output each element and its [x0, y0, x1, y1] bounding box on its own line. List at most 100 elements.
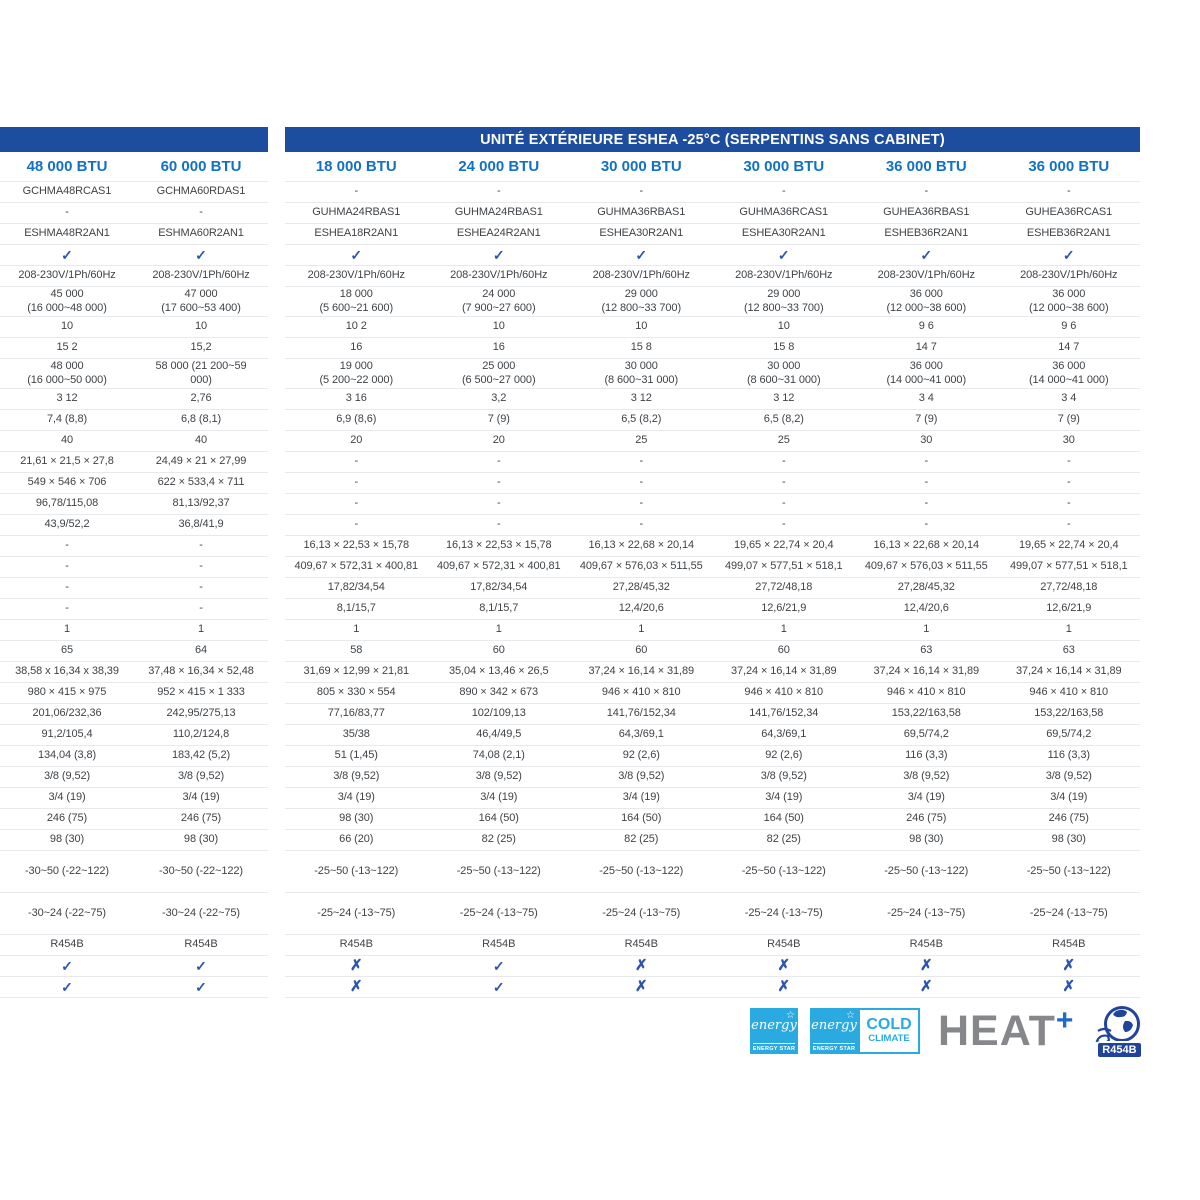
table-cell: 27,72/48,18	[755, 581, 813, 594]
table-cell: 409,67 × 572,31 × 400,81	[294, 560, 419, 573]
table-row: -30~50 (-22~122) -30~50 (-22~122) -25~50 (…	[0, 851, 1140, 893]
table-cell: GUHMA24RBAS1	[312, 206, 401, 219]
table-cell: 36 000 (12 000~38 600)	[886, 288, 967, 314]
table-cell: 24 000 BTU	[458, 157, 540, 175]
table-cell: 153,22/163,58	[1034, 707, 1104, 720]
table-cell: -	[924, 476, 929, 489]
table-cell: 12,6/21,9	[761, 602, 807, 615]
table-cell: -	[354, 518, 359, 531]
table-cell: ✓	[492, 978, 505, 995]
table-row: 65 64 58 60 60 60 63 63	[0, 641, 1140, 662]
table-cell: 499,07 × 577,51 × 518,1	[1009, 560, 1128, 573]
table-cell: ESHMA60R2AN1	[158, 227, 244, 240]
table-cell: 116 (3,3)	[1047, 749, 1090, 762]
table-cell: ✓	[195, 957, 207, 974]
table-row: 38,58 x 16,34 x 38,39 37,48 × 16,34 × 52,…	[0, 662, 1140, 683]
table-cell: 116 (3,3)	[905, 749, 948, 762]
table-row: 3 12 2,76 3 16 3,2 3 12 3 12 3 4 3 4	[0, 389, 1140, 410]
table-cell: 208-230V/1Ph/60Hz	[450, 269, 548, 282]
table-cell: 12,6/21,9	[1046, 602, 1092, 615]
table-cell: 63	[1062, 644, 1075, 657]
table-row: 96,78/115,08 81,13/92,37 - - - - - -	[0, 494, 1140, 515]
table-cell: GCHMA60RDAS1	[156, 185, 246, 198]
table-cell: 622 × 533,4 × 711	[157, 476, 245, 489]
table-row: 7,4 (8,8) 6,8 (8,1) 6,9 (8,6) 7 (9) 6,5 (8,2…	[0, 410, 1140, 431]
table-cell: -	[781, 518, 786, 531]
table-cell: 110,2/124,8	[172, 728, 230, 741]
table-cell: -	[199, 602, 203, 615]
table-cell: 91,2/105,4	[41, 728, 93, 741]
table-cell: 153,22/163,58	[891, 707, 961, 720]
table-cell: ESHMA48R2AN1	[24, 227, 110, 240]
table-cell: -	[496, 185, 501, 198]
table-cell: 3 16	[345, 392, 367, 405]
table-cell: 98 (30)	[49, 833, 85, 846]
table-header-bar: UNITÉ EXTÉRIEURE ESHEA -25°C (SERPENTINS…	[0, 127, 1140, 152]
table-cell: -	[1066, 185, 1071, 198]
table-cell: 10 2	[345, 320, 367, 333]
table-row: 134,04 (3,8) 183,42 (5,2) 51 (1,45) 74,08 (…	[0, 746, 1140, 767]
table-cell: 1	[63, 623, 71, 636]
table-cell: 164 (50)	[478, 812, 519, 825]
table-cell: -	[65, 602, 69, 615]
table-cell: -	[639, 497, 644, 510]
table-cell: 890 × 342 × 673	[459, 686, 539, 699]
table-cell: 96,78/115,08	[35, 497, 99, 510]
table-cell: 38,58 x 16,34 x 38,39	[15, 665, 119, 678]
table-cell: ✓	[777, 246, 790, 263]
table-cell: 30 000 BTU	[743, 157, 825, 175]
table-cell: 10	[635, 320, 648, 333]
btu-header-row: 48 000 BTU 60 000 BTU 18 000 BTU 24 000 BTU…	[0, 152, 1140, 182]
table-cell: 3/8 (9,52)	[618, 770, 665, 783]
table-cell: 35/38	[342, 728, 370, 741]
table-cell: 25	[777, 434, 790, 447]
table-cell: 10	[60, 320, 74, 333]
table-cell: 92 (2,6)	[765, 749, 803, 762]
table-row: R454B R454B R454B R454B R454B R454B R454B R454B	[0, 935, 1140, 956]
table-row: ✓ ✓ ✓ ✓ ✓ ✓ ✓ ✓	[0, 245, 1140, 266]
table-row: 98 (30) 98 (30) 66 (20) 82 (25) 82 (25) 82 (2…	[0, 830, 1140, 851]
table-cell: ESHEA30R2AN1	[741, 227, 826, 240]
table-cell: 48 000 (16 000~50 000)	[27, 360, 107, 386]
table-cell: 58 000 (21 200~59 000)	[155, 360, 247, 386]
table-cell: 37,24 × 16,14 × 31,89	[730, 665, 837, 678]
table-cell: 6,9 (8,6)	[336, 413, 377, 426]
table-row: 3/8 (9,52) 3/8 (9,52) 3/8 (9,52) 3/8 (9,52)…	[0, 767, 1140, 788]
heat-text: HEAT	[938, 1007, 1056, 1055]
table-cell: ESHEA30R2AN1	[599, 227, 684, 240]
table-cell: 63	[920, 644, 933, 657]
table-cell: -	[924, 185, 929, 198]
table-cell: 10	[492, 320, 505, 333]
star-icon: ☆	[846, 1010, 855, 1021]
table-cell: 7 (9)	[1057, 413, 1080, 426]
table-cell: 946 × 410 × 810	[744, 686, 824, 699]
table-row: 208-230V/1Ph/60Hz 208-230V/1Ph/60Hz 208-23…	[0, 266, 1140, 287]
table-cell: ✗	[920, 978, 933, 995]
table-cell: 10	[194, 320, 208, 333]
table-cell: 46,4/49,5	[476, 728, 522, 741]
table-cell: 3/4 (19)	[1050, 791, 1088, 804]
table-cell: 499,07 × 577,51 × 518,1	[724, 560, 843, 573]
table-cell: 77,16/83,77	[327, 707, 385, 720]
table-cell: 164 (50)	[763, 812, 804, 825]
table-cell: 16,13 × 22,53 × 15,78	[303, 539, 410, 552]
table-cell: -	[1066, 455, 1071, 468]
table-cell: 98 (30)	[909, 833, 944, 846]
table-cell: 1	[923, 623, 930, 636]
table-cell: 1	[353, 623, 360, 636]
table-row: -30~24 (-22~75) -30~24 (-22~75) -25~24 (-1…	[0, 893, 1140, 935]
table-cell: -30~24 (-22~75)	[28, 906, 106, 919]
table-cell: 208-230V/1Ph/60Hz	[307, 269, 405, 282]
table-cell: 65	[60, 644, 74, 657]
table-cell: 9 6	[918, 320, 934, 333]
table-row: 40 40 20 20 25 25 30 30	[0, 431, 1140, 452]
table-row: GCHMA48RCAS1 GCHMA60RDAS1 - - - - - -	[0, 182, 1140, 203]
table-cell: 201,06/232,36	[32, 707, 102, 720]
table-cell: 7 (9)	[487, 413, 510, 426]
energy-star-label: ENERGY STAR	[812, 1045, 856, 1052]
table-cell: -	[65, 581, 69, 594]
table-cell: 246 (75)	[1048, 812, 1089, 825]
table-cell: -	[354, 497, 359, 510]
table-cell: 37,48 × 16,34 × 52,48	[148, 665, 254, 678]
table-cell: 246 (75)	[46, 812, 88, 825]
